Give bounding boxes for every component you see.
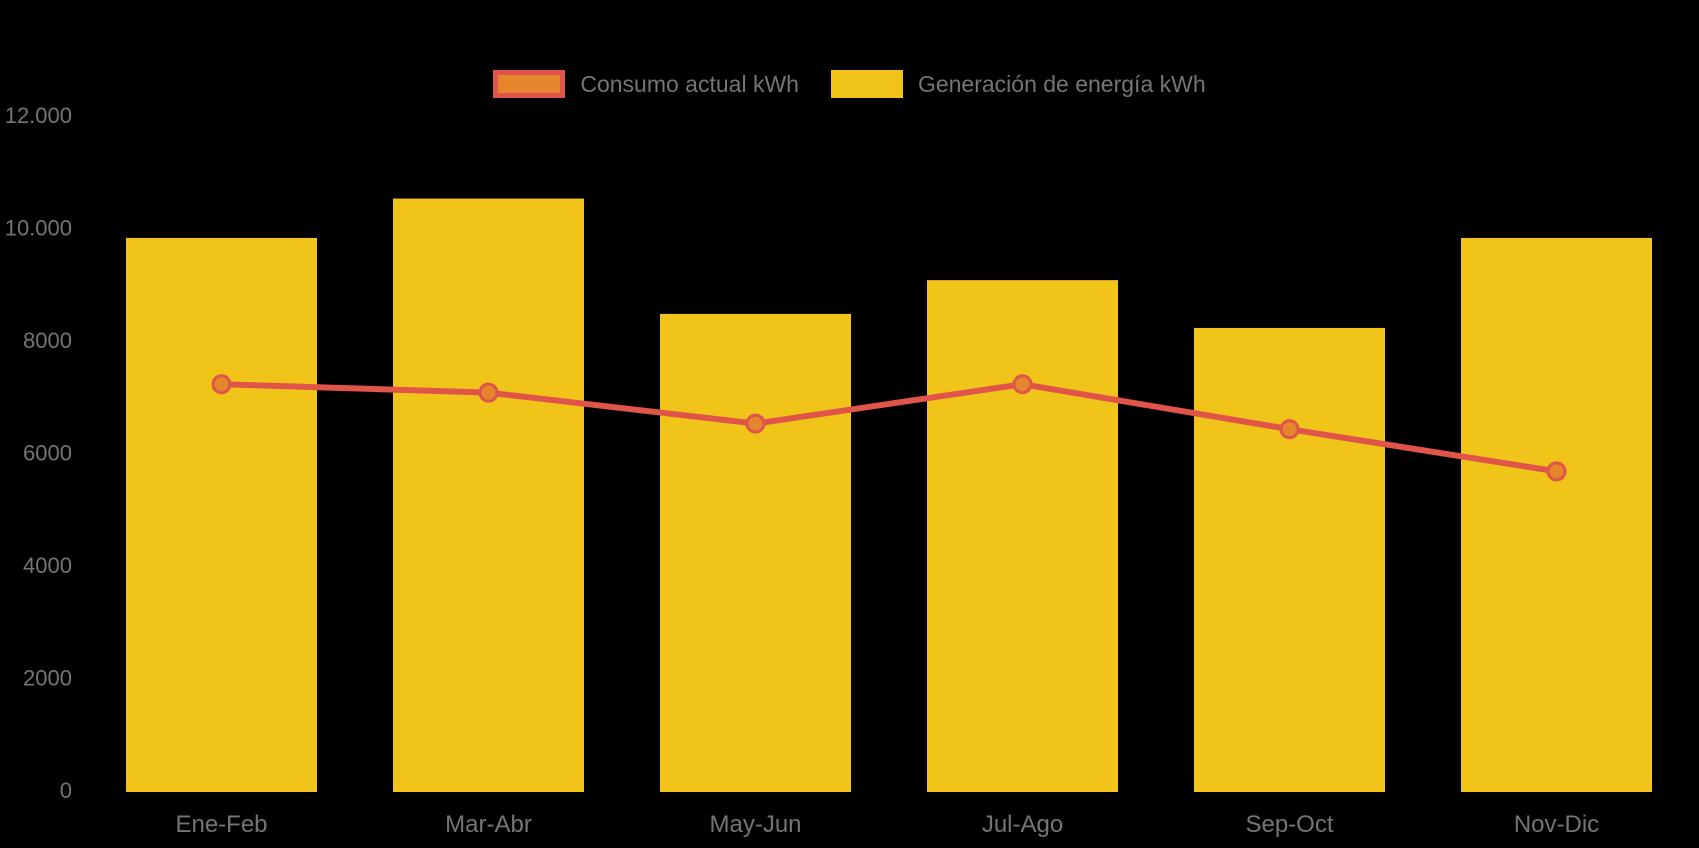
data-point-marker-Mar-Abr <box>478 382 499 403</box>
x-tick-label: Mar-Abr <box>445 811 532 838</box>
bar-Sep-Oct <box>1194 327 1385 792</box>
bar-May-Jun <box>660 313 851 792</box>
y-tick-label: 10.000 <box>5 215 72 240</box>
bar-Mar-Abr <box>393 198 584 792</box>
data-point-marker-Jul-Ago <box>1012 374 1033 395</box>
legend: Consumo actual kWh Generación de energía… <box>0 70 1699 98</box>
y-tick-label: 8000 <box>23 328 72 353</box>
y-tick-label: 2000 <box>23 665 72 690</box>
x-tick-label: Jul-Ago <box>982 811 1063 838</box>
data-point-marker-Ene-Feb <box>211 374 232 395</box>
data-point-marker-Nov-Dic <box>1546 461 1567 482</box>
data-point-marker-Sep-Oct <box>1279 419 1300 440</box>
x-tick-label: Nov-Dic <box>1514 811 1599 838</box>
y-tick-label: 6000 <box>23 440 72 465</box>
bar-Jul-Ago <box>927 280 1118 792</box>
bar-Nov-Dic <box>1461 237 1652 792</box>
x-tick-label: Ene-Feb <box>175 811 267 838</box>
y-tick-label: 12.000 <box>5 103 72 128</box>
legend-item-generacion[interactable]: Generación de energía kWh <box>830 70 1206 98</box>
line-series <box>218 381 1560 475</box>
x-tick-label: May-Jun <box>709 811 801 838</box>
legend-item-consumo[interactable]: Consumo actual kWh <box>493 70 799 98</box>
legend-swatch-bar-series-icon <box>830 70 903 98</box>
bar-Ene-Feb <box>126 237 317 792</box>
y-tick-label: 0 <box>60 778 72 803</box>
legend-swatch-line-series-icon <box>493 70 566 98</box>
data-point-marker-May-Jun <box>745 413 766 434</box>
y-tick-label: 4000 <box>23 553 72 578</box>
x-tick-label: Sep-Oct <box>1245 811 1333 838</box>
legend-label: Generación de energía kWh <box>917 70 1206 97</box>
legend-label: Consumo actual kWh <box>580 70 799 97</box>
